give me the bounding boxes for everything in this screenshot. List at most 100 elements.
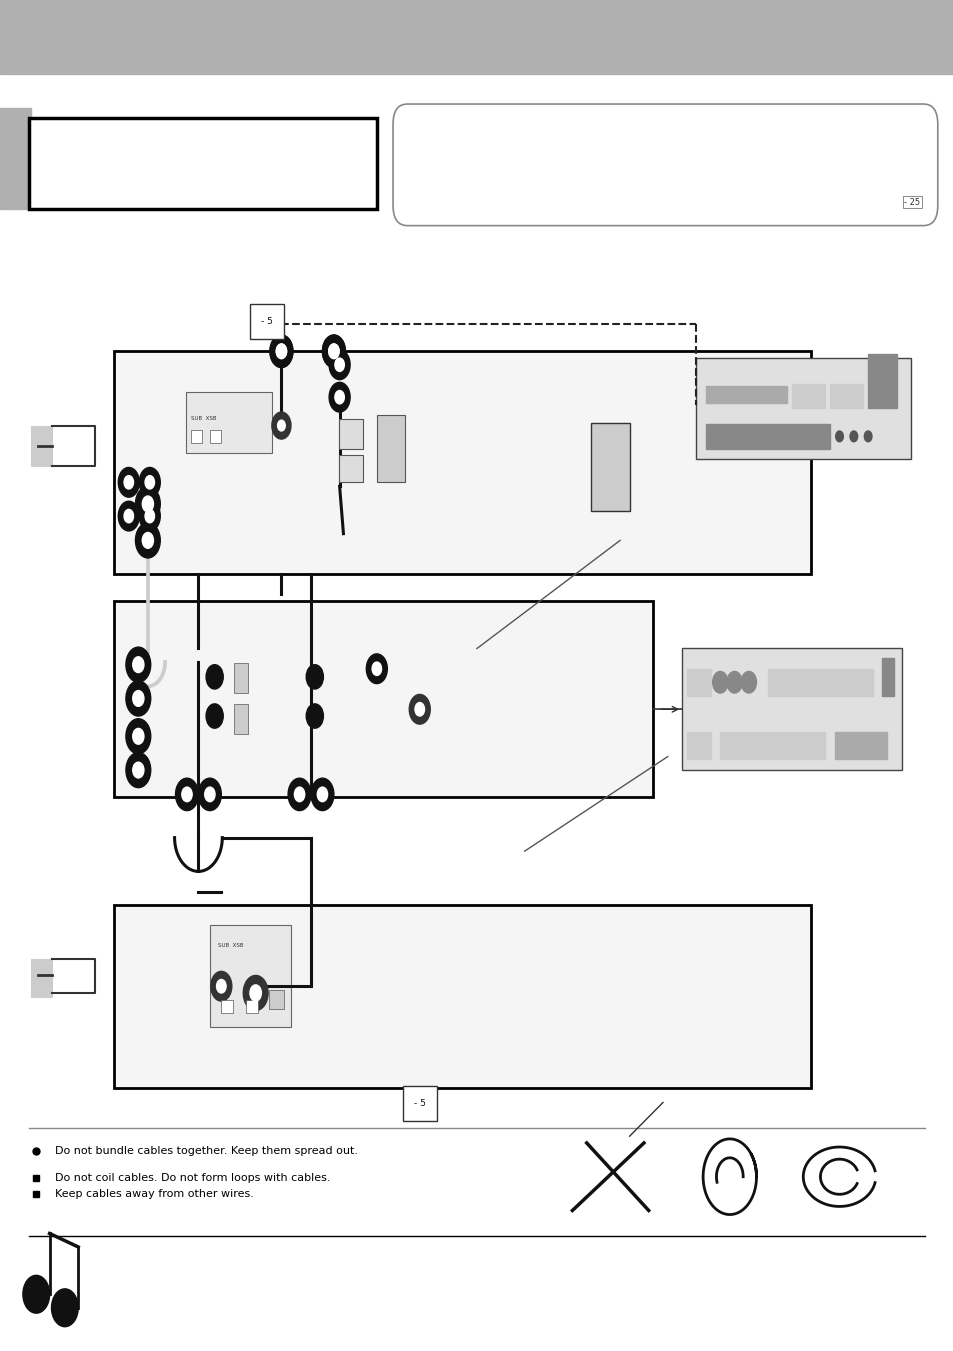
Circle shape (145, 509, 154, 523)
Circle shape (276, 345, 286, 358)
Circle shape (135, 486, 160, 521)
Circle shape (243, 975, 268, 1011)
Circle shape (415, 703, 424, 716)
Circle shape (124, 509, 133, 523)
Circle shape (863, 431, 871, 442)
Circle shape (211, 971, 232, 1001)
Bar (705, 424, 829, 449)
Bar (829, 384, 862, 408)
Text: - 5: - 5 (414, 1100, 425, 1108)
Circle shape (366, 654, 387, 684)
Circle shape (142, 532, 153, 549)
Circle shape (712, 671, 727, 693)
Bar (233, 704, 248, 734)
Circle shape (132, 690, 144, 707)
Bar (114, 905, 810, 1088)
Circle shape (335, 390, 344, 404)
Circle shape (288, 778, 311, 811)
Circle shape (849, 431, 857, 442)
Circle shape (835, 431, 842, 442)
Circle shape (409, 694, 430, 724)
Circle shape (118, 467, 139, 497)
Circle shape (132, 762, 144, 778)
Circle shape (126, 681, 151, 716)
Circle shape (270, 335, 293, 367)
Bar (0, 0, 953, 74)
Circle shape (216, 979, 226, 993)
Circle shape (329, 345, 338, 358)
FancyBboxPatch shape (591, 423, 629, 511)
Circle shape (132, 657, 144, 673)
Bar (210, 925, 291, 1027)
Text: SUB  XSB: SUB XSB (217, 943, 243, 948)
Circle shape (182, 788, 192, 801)
Circle shape (139, 501, 160, 531)
Bar (210, 430, 221, 443)
Bar (114, 351, 810, 574)
Bar (0, 108, 30, 209)
Circle shape (135, 523, 160, 558)
Circle shape (175, 778, 198, 811)
Circle shape (335, 358, 344, 372)
Circle shape (250, 985, 261, 1001)
Bar (681, 648, 901, 770)
Circle shape (272, 412, 291, 439)
Text: Do not coil cables. Do not form loops with cables.: Do not coil cables. Do not form loops wi… (55, 1173, 331, 1183)
Circle shape (126, 647, 151, 682)
Circle shape (322, 335, 345, 367)
FancyBboxPatch shape (393, 104, 937, 226)
Circle shape (145, 476, 154, 489)
Bar (233, 663, 248, 693)
Circle shape (132, 728, 144, 744)
Circle shape (306, 704, 323, 728)
Bar (791, 384, 824, 408)
Circle shape (23, 1275, 50, 1313)
Circle shape (372, 662, 381, 676)
Bar (705, 386, 786, 403)
Bar (834, 732, 886, 759)
Circle shape (51, 1289, 78, 1327)
Bar (269, 990, 284, 1009)
Circle shape (740, 671, 756, 693)
Bar (686, 732, 710, 759)
Circle shape (276, 345, 286, 358)
Bar (720, 732, 824, 759)
Circle shape (329, 350, 350, 380)
Bar (191, 430, 202, 443)
Circle shape (329, 345, 338, 358)
Bar (221, 1000, 233, 1013)
Circle shape (118, 501, 139, 531)
Circle shape (306, 665, 323, 689)
Circle shape (206, 665, 223, 689)
Circle shape (126, 719, 151, 754)
Circle shape (311, 778, 334, 811)
Circle shape (139, 467, 160, 497)
Bar (338, 455, 362, 482)
Circle shape (294, 788, 304, 801)
FancyBboxPatch shape (250, 304, 284, 339)
Bar (114, 601, 653, 797)
Text: Keep cables away from other wires.: Keep cables away from other wires. (55, 1189, 253, 1200)
Bar (696, 358, 910, 459)
Circle shape (322, 335, 345, 367)
Circle shape (206, 704, 223, 728)
Bar (30, 959, 52, 997)
Bar (882, 658, 893, 696)
Circle shape (726, 671, 741, 693)
Circle shape (126, 753, 151, 788)
Text: - 5: - 5 (261, 317, 273, 326)
FancyBboxPatch shape (376, 415, 405, 482)
Circle shape (198, 778, 221, 811)
Text: - 5: - 5 (256, 317, 267, 326)
Text: - 25: - 25 (903, 197, 920, 207)
Bar (30, 426, 52, 466)
Text: Do not bundle cables together. Keep them spread out.: Do not bundle cables together. Keep them… (55, 1146, 358, 1156)
Circle shape (205, 788, 214, 801)
Circle shape (329, 382, 350, 412)
Bar (686, 669, 710, 696)
FancyBboxPatch shape (402, 1086, 436, 1121)
Circle shape (317, 788, 327, 801)
Circle shape (124, 476, 133, 489)
Bar (29, 118, 376, 209)
Bar (246, 1000, 257, 1013)
